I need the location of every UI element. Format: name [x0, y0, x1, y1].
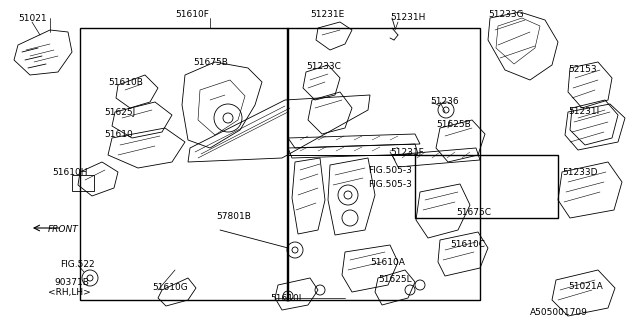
Text: 51231H: 51231H — [390, 13, 426, 22]
Bar — [287, 28, 480, 300]
Text: 51233C: 51233C — [306, 62, 341, 71]
Bar — [287, 155, 480, 300]
Text: 52153: 52153 — [568, 65, 596, 74]
Text: 51231F: 51231F — [390, 148, 424, 157]
Text: 51610A: 51610A — [370, 258, 405, 267]
Text: 51610: 51610 — [104, 130, 132, 139]
Text: 51625J: 51625J — [104, 108, 135, 117]
Text: 51231I: 51231I — [568, 107, 599, 116]
Bar — [72, 175, 94, 191]
Text: 51610H: 51610H — [52, 168, 88, 177]
Text: 51675C: 51675C — [456, 208, 491, 217]
Text: 51021A: 51021A — [568, 282, 603, 291]
Text: FIG.522: FIG.522 — [60, 260, 95, 269]
Text: 90371B: 90371B — [54, 278, 89, 287]
Text: 51675B: 51675B — [193, 58, 228, 67]
Bar — [415, 155, 558, 218]
Text: 51610C: 51610C — [450, 240, 485, 249]
Text: FIG.505-3: FIG.505-3 — [368, 180, 412, 189]
Text: 51610B: 51610B — [108, 78, 143, 87]
Text: 51610I: 51610I — [270, 294, 301, 303]
Text: FIG.505-3: FIG.505-3 — [368, 166, 412, 175]
Bar — [80, 28, 288, 300]
Text: 51233D: 51233D — [562, 168, 598, 177]
Text: 57801B: 57801B — [216, 212, 251, 221]
Text: 51021: 51021 — [18, 14, 47, 23]
Text: A505001709: A505001709 — [530, 308, 588, 317]
Text: 51236: 51236 — [430, 97, 459, 106]
Text: 51233G: 51233G — [488, 10, 524, 19]
Text: 51625B: 51625B — [436, 120, 471, 129]
Text: 51625L: 51625L — [378, 275, 412, 284]
Text: 51610G: 51610G — [152, 283, 188, 292]
Text: FRONT: FRONT — [48, 225, 79, 234]
Text: <RH,LH>: <RH,LH> — [48, 288, 91, 297]
Text: 51610F: 51610F — [175, 10, 209, 19]
Text: 51231E: 51231E — [310, 10, 344, 19]
